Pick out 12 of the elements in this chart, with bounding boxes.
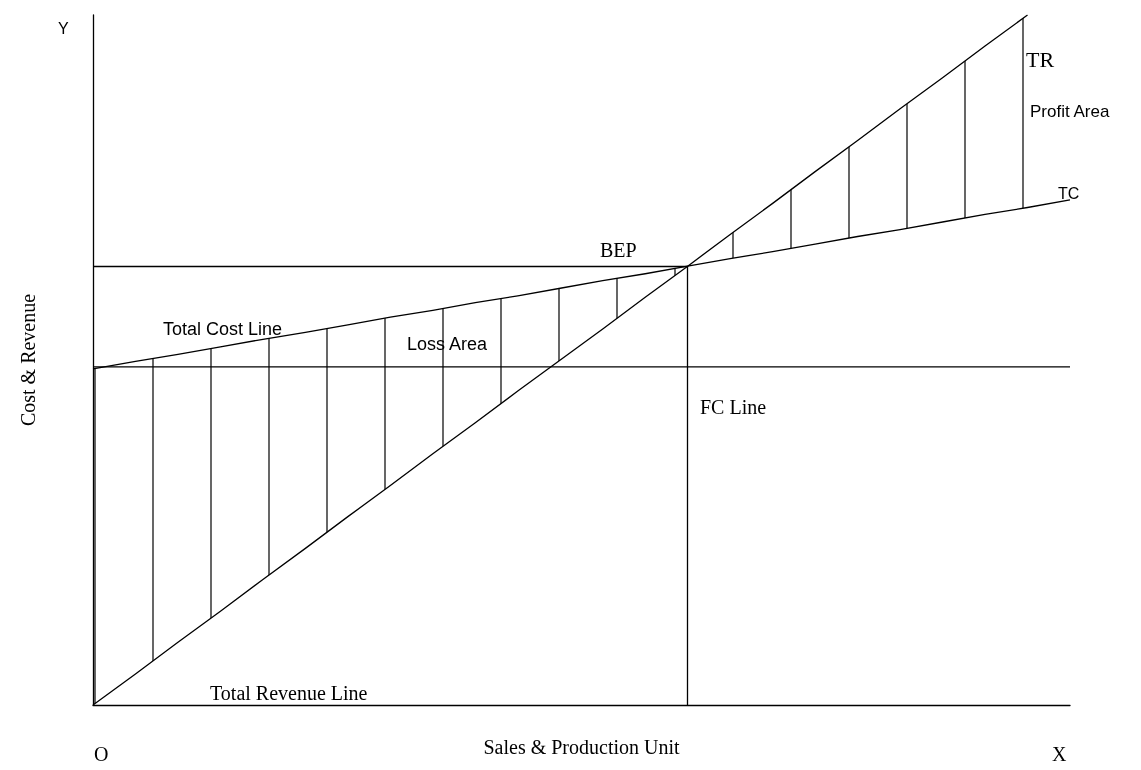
text: X — [1052, 743, 1067, 765]
annotation: Total Cost Line — [163, 319, 283, 339]
series-label: FC Line — [700, 396, 767, 418]
series-label: TR — [1026, 46, 1055, 72]
annotation: Total Revenue Line — [210, 682, 368, 704]
series-label: TC — [1058, 184, 1080, 202]
y-axis-title: Cost & Revenue — [17, 293, 39, 427]
annotation: Profit Area — [1030, 102, 1110, 121]
text: Y — [58, 19, 69, 37]
x-axis-title: Sales & Production Unit — [483, 736, 680, 758]
text: O — [94, 743, 109, 765]
annotation: BEP — [600, 239, 637, 261]
